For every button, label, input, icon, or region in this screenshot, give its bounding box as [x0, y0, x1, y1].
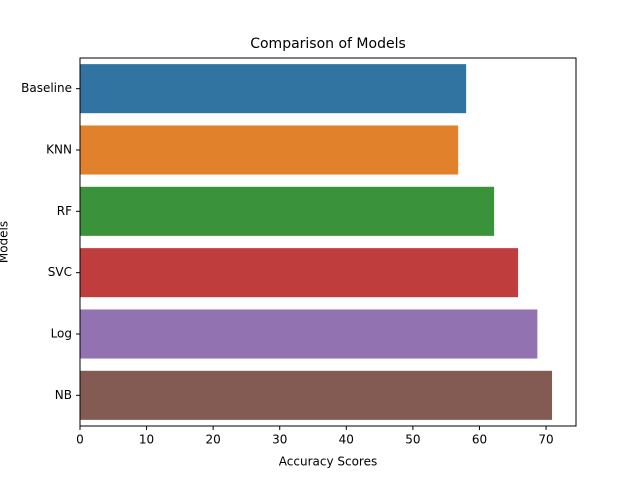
x-tick-label: 20 — [206, 433, 221, 447]
x-tick-label: 0 — [76, 433, 84, 447]
bar — [80, 125, 459, 175]
y-tick-label: RF — [57, 204, 72, 218]
y-tick-label: Baseline — [21, 81, 72, 95]
y-axis-label: Models — [0, 221, 11, 263]
x-tick-label: 40 — [339, 433, 354, 447]
x-tick-label: 60 — [472, 433, 487, 447]
x-tick-label: 30 — [272, 433, 287, 447]
bar — [80, 248, 519, 298]
x-tick-label: 10 — [139, 433, 154, 447]
x-tick-label: 50 — [405, 433, 420, 447]
y-tick-label: NB — [55, 388, 72, 402]
bar — [80, 370, 553, 420]
x-tick-label: 70 — [538, 433, 553, 447]
y-tick-label: KNN — [46, 143, 72, 157]
bar — [80, 309, 538, 359]
chart-title: Comparison of Models — [250, 36, 406, 52]
x-axis-label: Accuracy Scores — [279, 455, 377, 469]
bar — [80, 64, 467, 114]
plot-frame — [79, 57, 577, 427]
y-tick-label: Log — [51, 327, 72, 341]
y-tick-label: SVC — [48, 265, 72, 279]
bar — [80, 186, 495, 236]
